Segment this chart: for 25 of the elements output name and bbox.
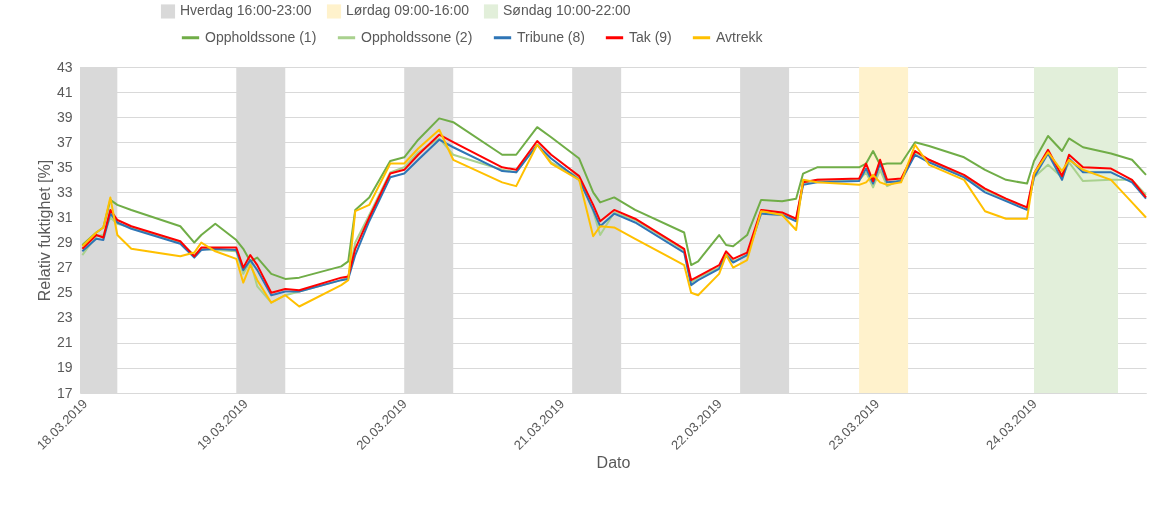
y-axis-title: Relativ fuktighet [%] — [35, 159, 53, 302]
y-tick-label: 41 — [56, 83, 73, 100]
y-tick-label: 21 — [56, 334, 73, 351]
y-tick-label: 29 — [56, 234, 73, 251]
legend-label: Søndag 10:00-22:00 — [503, 2, 631, 19]
legend-label: Tak (9) — [629, 28, 672, 45]
y-tick-label: 27 — [56, 259, 73, 276]
y-tick-label: 39 — [56, 108, 73, 125]
y-tick-label: 25 — [56, 284, 73, 301]
y-tick-label: 19 — [56, 359, 73, 376]
x-axis-title: Dato — [596, 453, 631, 471]
y-tick-label: 37 — [56, 133, 73, 150]
legend-label: Hverdag 16:00-23:00 — [180, 2, 312, 19]
y-tick-label: 17 — [56, 384, 73, 401]
y-tick-label: 35 — [56, 158, 73, 175]
line-series — [81, 117, 1147, 280]
legend-label: Avtrekk — [716, 28, 764, 45]
y-tick-label: 31 — [56, 208, 73, 225]
y-tick-label: 43 — [56, 58, 73, 75]
y-tick-label: 23 — [56, 309, 73, 326]
y-tick-label: 33 — [56, 183, 73, 200]
legend-label: Lørdag 09:00-16:00 — [346, 2, 470, 19]
legend-label: Oppholdssone (2) — [361, 28, 473, 45]
legend-label: Tribune (8) — [517, 28, 585, 45]
legend-label: Oppholdssone (1) — [205, 28, 317, 45]
